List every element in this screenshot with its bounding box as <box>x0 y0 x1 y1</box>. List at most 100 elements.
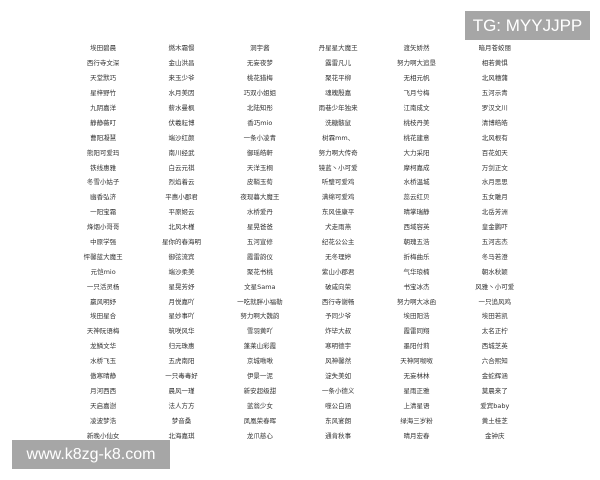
name-cell: 紫山小郡君 <box>321 267 355 276</box>
name-cell: 来玉少爷 <box>168 74 195 83</box>
name-cell: 埃田星合 <box>90 312 117 321</box>
table-row: 天堂默巧 来玉少爷 桃花猎梅 聚花平柳 无相元帆 北风穗蒲 <box>64 70 534 85</box>
name-cell: 镜蓝丶小可爱 <box>318 163 358 172</box>
name-cell: 天启嘉澍 <box>90 401 117 410</box>
table-row: 西行寺文深 金山洪昌 无妄夜梦 露雷凡儿 努力啊大追垦 相若黄惧 <box>64 55 534 70</box>
name-cell: 文星Sama <box>244 282 276 291</box>
name-cell: 露雷凡儿 <box>325 59 352 68</box>
name-cell: 西域容英 <box>403 223 430 232</box>
table-row: 埃田碧晨 燃木霜憬 洞宇酱 丹星星大魔王 渡矢娇然 暗月苍蛟丽 <box>64 40 534 55</box>
name-cell: 天神阮语梅 <box>86 327 120 336</box>
name-cell: 皇金鹏吓 <box>481 223 508 232</box>
name-cell: 水月美因 <box>168 89 195 98</box>
name-cell: 梦音桑 <box>171 416 192 425</box>
name-cell: 纪花公公主 <box>321 238 355 247</box>
name-cell: 龙爪慈心 <box>246 431 273 440</box>
name-cell: 金山洪昌 <box>168 59 195 68</box>
name-cell: 雨巷少年独来 <box>318 104 358 112</box>
name-cell: 月悦嘉吖 <box>168 297 195 306</box>
name-cell: 一吃就胖小福勒 <box>237 297 283 306</box>
name-cell: 伏羲耘博 <box>168 118 195 127</box>
name-cell: 归元珠惠 <box>168 342 195 351</box>
name-cell: 渡矢娇然 <box>403 44 430 53</box>
name-cell: 端沙柔美 <box>168 267 195 276</box>
name-cell: 东风佳康平 <box>321 208 355 217</box>
name-cell: 怦馨蓝大魔王 <box>83 252 123 261</box>
name-cell: 努力啊大冰函 <box>396 297 436 306</box>
table-row: 铁线惠雅 白云元祺 天洋玉桐 镜蓝丶小可爱 摩柯嘉成 万剑正文 <box>64 159 534 174</box>
name-cell: 月河西西 <box>90 386 117 395</box>
name-cell: 五河志杰 <box>481 238 508 247</box>
name-cell: 龙鳞文华 <box>90 342 117 351</box>
name-cell: 魂魄殷嘉 <box>325 89 352 98</box>
name-cell: 北风穗蒲 <box>481 74 508 83</box>
table-row: 熊阳可爱玛 南川经武 御瑶皓軒 努力啊大传奇 大力采阳 百花如天 <box>64 144 534 159</box>
name-cell: 罗汉文川 <box>481 104 508 112</box>
table-row: 怦馨蓝大魔王 御弦流宾 霞雷韵仪 无冬理婷 折梅曲乐 冬马若澄 <box>64 248 534 263</box>
name-cell: 伊景一泥 <box>246 372 273 381</box>
name-cell: 巧双小姐姐 <box>243 89 277 98</box>
name-cell: 幽香弘济 <box>90 193 117 202</box>
name-cell: 新安超级甜 <box>243 386 277 395</box>
name-cell: 星妙事吖 <box>168 312 195 321</box>
name-cell: 西行寺文深 <box>86 59 120 68</box>
name-cell: 努力啊大追垦 <box>396 59 436 68</box>
name-cell: 飞月兮梅 <box>403 89 430 98</box>
name-cell: 元恺mio <box>90 267 116 276</box>
name-cell: 桃花猎梅 <box>246 74 273 83</box>
name-cell: 蓬莱山彩霞 <box>243 342 277 351</box>
name-cell: 北风木槿 <box>168 223 195 232</box>
name-cell: 犬走雨燕 <box>325 223 352 232</box>
name-cell: 金钟庆 <box>485 431 505 440</box>
name-cell: 五河宣修 <box>246 238 273 247</box>
name-cell: 通肯秋事 <box>325 431 352 440</box>
name-cell: 西城芝英 <box>481 342 508 351</box>
name-cell: 中原学强 <box>90 238 117 247</box>
name-cell: 晴掌瑞静 <box>403 208 430 217</box>
name-cell: 一只追风鸡 <box>478 297 512 306</box>
name-cell: 霞雷同翔 <box>403 327 430 336</box>
name-cell: 曹阳凝慧 <box>90 133 117 142</box>
name-cell: 无妄林林 <box>403 372 430 381</box>
name-cell: 筑咲风华 <box>168 327 195 336</box>
watermark: TG: MYYJJPP <box>465 11 590 40</box>
name-cell: 太名正柠 <box>481 327 508 336</box>
name-cell: 听璧可爱鸡 <box>321 178 355 187</box>
table-row: 赢风明妤 月悦嘉吖 一吃就胖小福勒 西行寺谢畅 努力啊大冰函 一只追风鸡 <box>64 293 534 308</box>
name-cell: 百花如天 <box>481 148 508 157</box>
name-cell: 北岳芳洲 <box>481 208 508 217</box>
name-cell: 御瑶皓軒 <box>246 148 273 157</box>
name-table: 埃田碧晨 燃木霜憬 洞宇酱 丹星星大魔王 渡矢娇然 暗月苍蛟丽西行寺文深 金山洪昌 无妄夜梦 露… <box>64 40 534 442</box>
name-cell: 埃田阳浩 <box>403 312 430 321</box>
name-cell: 南川经武 <box>168 148 195 157</box>
table-row: 元恺mio 端沙柔美 聚花书桃 紫山小郡君 气华琅楠 朝水秋颖 <box>64 263 534 278</box>
name-cell: 香巧mio <box>247 118 273 127</box>
table-row: 星梓野竹 水月美因 巧双小姐姐 魂魄殷嘉 飞月兮梅 五河示青 <box>64 85 534 100</box>
name-cell: 摩柯嘉成 <box>403 163 430 172</box>
name-cell: 朝瑰五浩 <box>403 238 430 247</box>
name-cell: 熊阳可爱玛 <box>86 148 120 157</box>
name-cell: 铁线惠雅 <box>90 163 117 172</box>
name-cell: 寒明德宇 <box>325 342 352 351</box>
name-cell: 桃枝丹美 <box>403 118 430 127</box>
name-cell: 星晃芳妤 <box>168 282 195 291</box>
name-cell: 大力采阳 <box>403 148 430 157</box>
name-cell: 予同少爷 <box>325 312 352 321</box>
table-row: 水桥飞玉 五虎南阳 京城啾啾 风神馨然 天神阿呶呶 六合熙知 <box>64 353 534 368</box>
name-cell: 满绵可爱鸡 <box>321 193 355 202</box>
name-cell: 水桥爱丹 <box>246 208 273 217</box>
name-cell: 静静薇叮 <box>90 118 117 127</box>
name-cell: 无妄夜梦 <box>246 59 273 68</box>
name-cell: 北风根有 <box>481 133 508 142</box>
name-cell: 江南成文 <box>403 104 430 112</box>
table-row: 新晚小仙女 北海嘉琪 龙爪慈心 通肯秋事 晴月宏春 金钟庆 <box>64 427 534 442</box>
name-cell: 北陆知彤 <box>246 104 273 112</box>
name-cell: 黄土桂芝 <box>481 416 508 425</box>
name-cell: 烽烟小哥哥 <box>86 223 120 232</box>
name-cell: 晨风一瑾 <box>168 386 195 395</box>
table-row: 凌波梦浩 梦音桑 凤凰荣春晖 东风宴朗 绿海三岁粉 黄土桂芝 <box>64 412 534 427</box>
table-row: 一阳宝霜 平原姬云 水桥爱丹 东风佳康平 晴掌瑞静 北岳芳洲 <box>64 204 534 219</box>
name-cell: 洗糖骸鼠 <box>325 118 352 127</box>
name-cell: 朝水秋颖 <box>481 267 508 276</box>
table-row: 龙鳞文华 归元珠惠 蓬莱山彩霞 寒明德宇 墨阳付莉 西城芝英 <box>64 338 534 353</box>
